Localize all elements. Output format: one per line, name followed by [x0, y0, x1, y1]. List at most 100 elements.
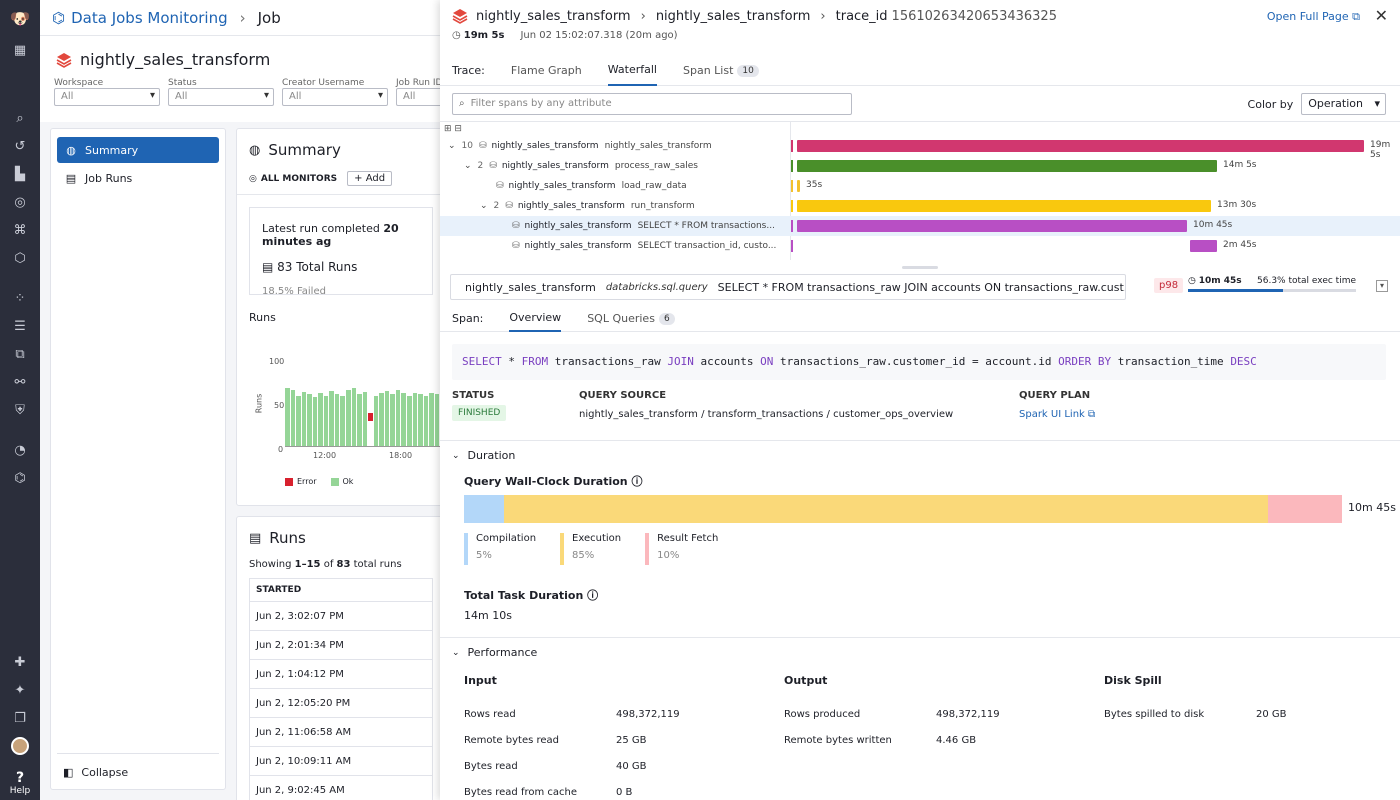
waterfall-row[interactable]: ⛁ nightly_sales_transform load_raw_data 35s [440, 176, 1400, 196]
info-icon[interactable]: ⓘ [631, 475, 643, 488]
ok-bar[interactable] [323, 395, 329, 446]
tab-sql-queries[interactable]: SQL Queries 6 [587, 306, 675, 332]
expand-details-icon[interactable]: ▾ [1376, 280, 1388, 292]
error-bar[interactable] [368, 412, 373, 421]
waterfall-row[interactable]: ⌄ 10 ⛁ nightly_sales_transform nightly_sales… [440, 136, 1400, 160]
chevron-down-icon[interactable]: ⌄ [448, 141, 456, 151]
span-bar[interactable] [797, 160, 1217, 172]
monitors-icon[interactable]: ◎ [14, 194, 26, 210]
ok-bar[interactable] [395, 389, 401, 446]
table-row[interactable]: Jun 2, 9:02:45 AM [250, 776, 432, 800]
sidebar-item-job-runs[interactable]: ▤ Job Runs [57, 165, 219, 191]
table-row[interactable]: Jun 2, 12:05:20 PM [250, 689, 432, 718]
ok-bar[interactable] [407, 395, 412, 446]
search-icon[interactable]: ⌕ [16, 110, 24, 126]
duration-segment-result-fetch[interactable] [1268, 495, 1342, 523]
filter-select[interactable]: All [168, 88, 274, 106]
span-filter-input[interactable]: ⌕ Filter spans by any attribute [452, 92, 852, 115]
sparkle-icon[interactable]: ✦ [14, 682, 26, 698]
security-shield-icon[interactable]: ⛨ [15, 402, 25, 418]
table-row[interactable]: Jun 2, 2:01:34 PM [250, 631, 432, 660]
help-button[interactable]: ? Help [0, 770, 40, 796]
resize-handle[interactable] [902, 266, 938, 269]
monitors-label[interactable]: ALL MONITORS [260, 173, 338, 184]
ok-bar[interactable] [373, 395, 379, 446]
ok-bar[interactable] [412, 392, 418, 446]
data-jobs-icon[interactable]: ⌬ [14, 470, 26, 486]
filter-creator[interactable]: Creator Username All [282, 78, 388, 106]
filter-workspace[interactable]: Workspace All [54, 78, 160, 106]
breadcrumb-app-link[interactable]: Data Jobs Monitoring [71, 8, 228, 27]
color-by-select[interactable]: Operation [1301, 93, 1386, 115]
ok-bar[interactable] [384, 391, 390, 446]
open-full-page-link[interactable]: Open Full Page ⧉ [1267, 10, 1360, 24]
duration-header[interactable]: ⌄ Duration [440, 441, 1400, 470]
ok-bar[interactable] [346, 389, 351, 446]
span-bar[interactable] [797, 200, 1211, 212]
apps-grid-icon[interactable]: ▦ [13, 42, 27, 58]
logs-icon[interactable]: ☰ [14, 318, 26, 334]
speedometer-icon[interactable]: ◔ [14, 442, 26, 458]
table-row[interactable]: Jun 2, 11:06:58 AM [250, 718, 432, 747]
chat-icon[interactable]: ❐ [14, 710, 26, 726]
apm-icon[interactable]: ⁘ [14, 290, 26, 306]
span-bar[interactable] [797, 220, 1187, 232]
binoculars-icon[interactable]: ⌘ [13, 222, 27, 238]
tab-flame-graph[interactable]: Flame Graph [510, 64, 582, 77]
span-bar[interactable] [797, 180, 800, 192]
panel-crumb-service[interactable]: nightly_sales_transform [476, 8, 631, 24]
ok-bar[interactable] [362, 392, 368, 446]
performance-header[interactable]: ⌄ Performance [440, 638, 1400, 667]
chevron-down-icon[interactable]: ⌄ [480, 201, 488, 211]
puzzle-icon[interactable]: ✚ [14, 654, 26, 670]
add-monitor-button[interactable]: + Add [347, 171, 393, 186]
ok-bar[interactable] [351, 388, 357, 446]
tab-overview[interactable]: Overview [509, 306, 562, 332]
waterfall-row[interactable]: ⛁ nightly_sales_transform SELECT * FROM tr… [440, 216, 1400, 236]
waterfall-divider[interactable] [790, 122, 791, 260]
ok-bar[interactable] [401, 392, 407, 446]
cube-icon[interactable]: ⬡ [14, 250, 26, 266]
spark-ui-link[interactable]: Spark UI Link ⧉ [1019, 409, 1095, 420]
tab-waterfall[interactable]: Waterfall [607, 56, 657, 86]
ok-bar[interactable] [340, 395, 346, 446]
span-bar[interactable] [1190, 240, 1217, 252]
ok-bar[interactable] [423, 395, 429, 446]
table-row[interactable]: Jun 2, 3:02:07 PM [250, 602, 432, 631]
ok-bar[interactable] [429, 392, 434, 446]
panel-crumb-operation[interactable]: nightly_sales_transform [655, 8, 811, 24]
ok-bar[interactable] [307, 394, 312, 446]
ok-bar[interactable] [357, 394, 362, 446]
sidebar-item-summary[interactable]: ◍ Summary [57, 137, 219, 163]
ok-bar[interactable] [329, 391, 334, 446]
waterfall-row[interactable]: ⛁ nightly_sales_transform SELECT transacti… [440, 236, 1400, 256]
integrations-icon[interactable]: ⚯ [14, 374, 26, 390]
ok-bar[interactable] [312, 397, 318, 446]
table-row[interactable]: Jun 2, 1:04:12 PM [250, 660, 432, 689]
expand-collapse-all-icon[interactable]: ⊞ ⊟ [444, 124, 462, 134]
close-icon[interactable]: ✕ [1374, 6, 1388, 25]
column-header-started[interactable]: STARTED [250, 579, 432, 602]
filter-select[interactable]: All [282, 88, 388, 106]
ok-bar[interactable] [379, 392, 384, 446]
ok-bar[interactable] [290, 389, 296, 446]
ok-bar[interactable] [390, 394, 395, 446]
info-icon[interactable]: ⓘ [587, 589, 599, 602]
waterfall-row[interactable]: ⌄ 2 ⛁ nightly_sales_transform process_raw_sa… [440, 156, 1400, 176]
duration-segment-compilation[interactable] [464, 495, 505, 523]
legend-item-ok[interactable]: Ok [330, 477, 353, 486]
ok-bar[interactable] [318, 392, 323, 446]
duration-segment-execution[interactable] [504, 495, 1269, 523]
filter-select[interactable]: All [54, 88, 160, 106]
datadog-logo-icon[interactable]: 🐶 [10, 8, 30, 28]
chevron-down-icon[interactable]: ⌄ [464, 161, 472, 171]
collapse-button[interactable]: ◧ Collapse [57, 753, 219, 779]
ok-bar[interactable] [334, 394, 340, 446]
legend-item-error[interactable]: Error [285, 477, 317, 486]
infrastructure-icon[interactable]: ⧉ [15, 346, 25, 362]
ok-bar[interactable] [418, 394, 423, 446]
span-bar[interactable] [797, 140, 1364, 152]
ok-bar[interactable] [296, 395, 301, 446]
history-icon[interactable]: ↺ [14, 138, 26, 154]
tab-span-list[interactable]: Span List 10 [683, 56, 759, 86]
